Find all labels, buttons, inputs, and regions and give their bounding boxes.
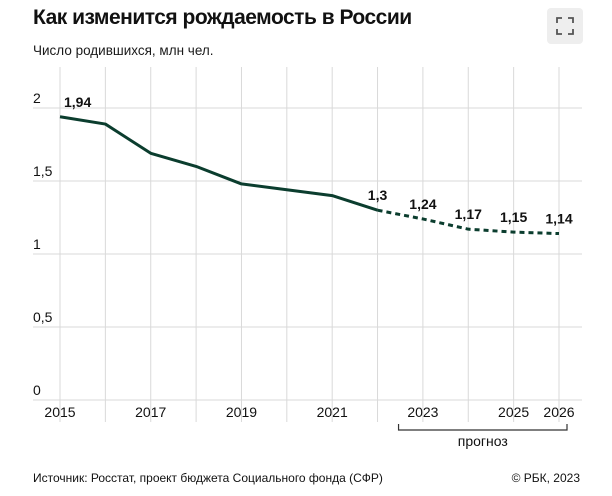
data-label: 1,17 [455,206,482,222]
forecast-series-line [377,208,560,236]
x-tick-label: 2025 [498,404,529,420]
chart-axes: 0 0,5 1 1,5 2 2015 2017 2019 2021 2023 2025 2026 про… [33,90,575,449]
data-label: 1,15 [500,209,527,225]
x-tick-label: 2023 [407,404,438,420]
data-label: 1,24 [409,196,436,212]
y-tick-label: 0,5 [33,309,53,325]
data-label: 1,14 [545,211,572,227]
data-label: 1,94 [64,94,91,110]
forecast-label: прогноз [458,433,508,449]
expand-button[interactable] [547,8,583,44]
chart-title: Как изменится рождаемость в России [33,6,412,29]
x-tick-label: 2015 [44,404,75,420]
y-tick-label: 2 [33,90,41,106]
actual-series-line [59,115,379,212]
x-tick-label: 2026 [543,404,574,420]
copyright-note: © РБК, 2023 [511,471,580,485]
chart-series [59,115,560,236]
y-tick-label: 0 [33,382,41,398]
x-tick-label: 2019 [226,404,257,420]
x-tick-label: 2017 [135,404,166,420]
chart-subtitle: Число родившихся, млн чел. [33,43,214,58]
chart-grid [33,67,582,422]
source-note: Источник: Росстат, проект бюджета Социал… [33,471,383,485]
y-tick-label: 1,5 [33,163,53,179]
forecast-bracket [397,424,568,431]
x-tick-label: 2021 [317,404,348,420]
chart-data-labels: 1,94 1,3 1,24 1,17 1,15 1,14 [64,94,573,227]
expand-icon [556,17,574,35]
y-tick-label: 1 [33,236,41,252]
data-label: 1,3 [368,187,388,203]
